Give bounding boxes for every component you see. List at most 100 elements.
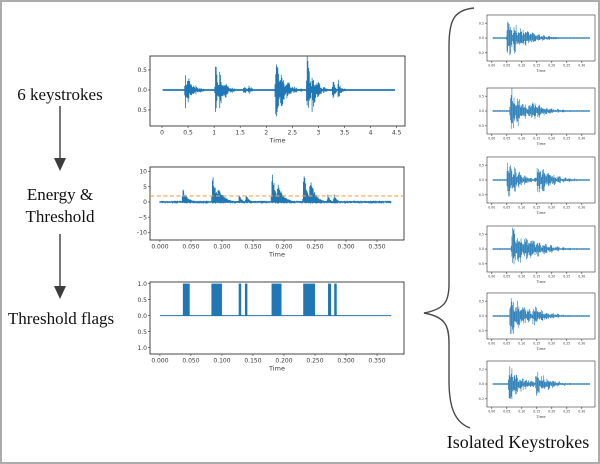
svg-text:−0.5: −0.5 [137, 107, 147, 114]
svg-text:0.15: 0.15 [533, 206, 540, 210]
svg-text:0.5: 0.5 [479, 299, 484, 303]
svg-text:−0.5: −0.5 [478, 124, 484, 128]
svg-text:0.0: 0.0 [137, 313, 147, 320]
svg-text:0: 0 [160, 130, 164, 137]
isolated-keystroke-plot-3: 0.00 0.05 0.10 0.15 0.20 0.25 0.30 0.5 0.0 −0.5 Ti… [478, 156, 596, 215]
curly-brace [423, 7, 475, 429]
svg-text:0.20: 0.20 [548, 64, 555, 68]
svg-text:0.00: 0.00 [488, 206, 495, 210]
svg-text:0.10: 0.10 [518, 275, 525, 279]
svg-text:Time: Time [535, 210, 546, 215]
isolated-keystroke-plot-2: 0.00 0.05 0.10 0.15 0.20 0.25 0.30 0.5 0.0 −0.5 Ti… [478, 87, 596, 146]
svg-text:0.150: 0.150 [244, 358, 261, 365]
step-label-6-keystrokes: 6 keystrokes [17, 85, 103, 104]
svg-text:0.2: 0.2 [479, 21, 484, 25]
svg-text:3.5: 3.5 [340, 130, 350, 137]
svg-text:Time: Time [535, 346, 546, 351]
svg-text:−5: −5 [138, 214, 147, 221]
svg-text:0.5: 0.5 [479, 94, 484, 98]
isolated-keystroke-plot-4: 0.00 0.05 0.10 0.15 0.20 0.25 0.30 0.5 0.0 −0.5 Ti… [478, 225, 596, 284]
isolated-keystroke-plot-6: 0.00 0.05 0.10 0.15 0.20 0.25 0.30 0.2 0.0 −0.2 Ti… [478, 360, 596, 419]
svg-text:0: 0 [143, 199, 147, 206]
output-label-isolated-keystrokes: Isolated Keystrokes [446, 432, 590, 452]
svg-text:0.20: 0.20 [548, 275, 555, 279]
plot-threshold-flags: 0.000 0.050 0.100 0.150 0.200 0.250 0.300 0.350… [137, 281, 405, 373]
svg-text:0.050: 0.050 [182, 358, 199, 365]
svg-text:0.15: 0.15 [533, 64, 540, 68]
down-arrow-1 [54, 106, 66, 171]
svg-text:0.30: 0.30 [578, 137, 585, 141]
svg-text:−1.0: −1.0 [137, 345, 147, 352]
isolated-keystroke-plot-5: 0.00 0.05 0.10 0.15 0.20 0.25 0.30 0.5 0.0 −0.5 Ti… [478, 292, 596, 351]
svg-text:Time: Time [268, 251, 285, 259]
svg-text:0.0: 0.0 [479, 36, 484, 40]
svg-text:3: 3 [317, 130, 321, 137]
svg-text:0.10: 0.10 [518, 342, 525, 346]
svg-text:0.20: 0.20 [548, 410, 555, 414]
svg-text:0.0: 0.0 [479, 178, 484, 182]
svg-text:0.000: 0.000 [151, 358, 168, 365]
svg-text:0.15: 0.15 [533, 275, 540, 279]
svg-text:0.00: 0.00 [488, 410, 495, 414]
svg-text:0.05: 0.05 [503, 410, 510, 414]
svg-text:0.00: 0.00 [488, 342, 495, 346]
svg-text:0.100: 0.100 [213, 358, 230, 365]
svg-text:0.10: 0.10 [518, 64, 525, 68]
svg-text:0.200: 0.200 [275, 358, 292, 365]
svg-text:0.5: 0.5 [137, 297, 147, 304]
svg-text:0.05: 0.05 [503, 64, 510, 68]
svg-text:1.0: 1.0 [137, 281, 147, 288]
step-label-threshold-flags: Threshold flags [7, 309, 115, 328]
svg-text:0.25: 0.25 [563, 410, 570, 414]
svg-text:0.30: 0.30 [578, 275, 585, 279]
svg-text:0.20: 0.20 [548, 206, 555, 210]
svg-text:0.30: 0.30 [578, 64, 585, 68]
svg-text:0.0: 0.0 [137, 87, 147, 94]
svg-text:0.05: 0.05 [503, 342, 510, 346]
svg-text:0.5: 0.5 [479, 232, 484, 236]
svg-text:0.10: 0.10 [518, 206, 525, 210]
svg-text:−10: −10 [137, 230, 147, 237]
svg-text:0.00: 0.00 [488, 275, 495, 279]
down-arrow-2 [54, 234, 66, 299]
svg-text:Time: Time [535, 279, 546, 284]
svg-text:0.5: 0.5 [479, 163, 484, 167]
svg-text:0.15: 0.15 [533, 137, 540, 141]
svg-text:4: 4 [369, 130, 373, 137]
svg-text:5: 5 [143, 184, 147, 191]
svg-text:0.100: 0.100 [213, 244, 230, 251]
svg-text:0.10: 0.10 [518, 137, 525, 141]
svg-text:0.2: 0.2 [479, 367, 484, 371]
svg-text:0.15: 0.15 [533, 342, 540, 346]
svg-text:2.5: 2.5 [288, 130, 298, 137]
svg-text:0.20: 0.20 [548, 342, 555, 346]
svg-text:0.350: 0.350 [368, 358, 385, 365]
svg-text:0.05: 0.05 [503, 275, 510, 279]
svg-text:0.30: 0.30 [578, 342, 585, 346]
svg-text:−0.5: −0.5 [478, 329, 484, 333]
svg-text:0.05: 0.05 [503, 206, 510, 210]
step-label-energy-threshold: Energy & Threshold [25, 185, 95, 226]
svg-text:Time: Time [535, 141, 546, 146]
svg-text:0.5: 0.5 [137, 67, 147, 74]
svg-text:0.5: 0.5 [183, 130, 193, 137]
svg-text:0.0: 0.0 [479, 314, 484, 318]
svg-text:1: 1 [212, 130, 216, 137]
svg-text:0.250: 0.250 [306, 244, 323, 251]
svg-text:−0.2: −0.2 [478, 397, 484, 401]
plot-energy-threshold: 0.000 0.050 0.100 0.150 0.200 0.250 0.300 0.350… [137, 166, 405, 259]
isolated-keystroke-plot-1: 0.00 0.05 0.10 0.15 0.20 0.25 0.30 0.2 0.0 −0.2 Ti… [478, 14, 596, 73]
svg-text:0.20: 0.20 [548, 137, 555, 141]
svg-text:0.0: 0.0 [479, 109, 484, 113]
svg-text:0.15: 0.15 [533, 410, 540, 414]
svg-text:0.300: 0.300 [337, 358, 354, 365]
svg-text:4.5: 4.5 [392, 130, 402, 137]
svg-text:Time: Time [269, 137, 286, 145]
svg-text:0.00: 0.00 [488, 137, 495, 141]
svg-text:0.25: 0.25 [563, 275, 570, 279]
svg-text:0.25: 0.25 [563, 342, 570, 346]
svg-text:−0.5: −0.5 [478, 262, 484, 266]
svg-text:0.300: 0.300 [337, 244, 354, 251]
svg-text:0.30: 0.30 [578, 410, 585, 414]
